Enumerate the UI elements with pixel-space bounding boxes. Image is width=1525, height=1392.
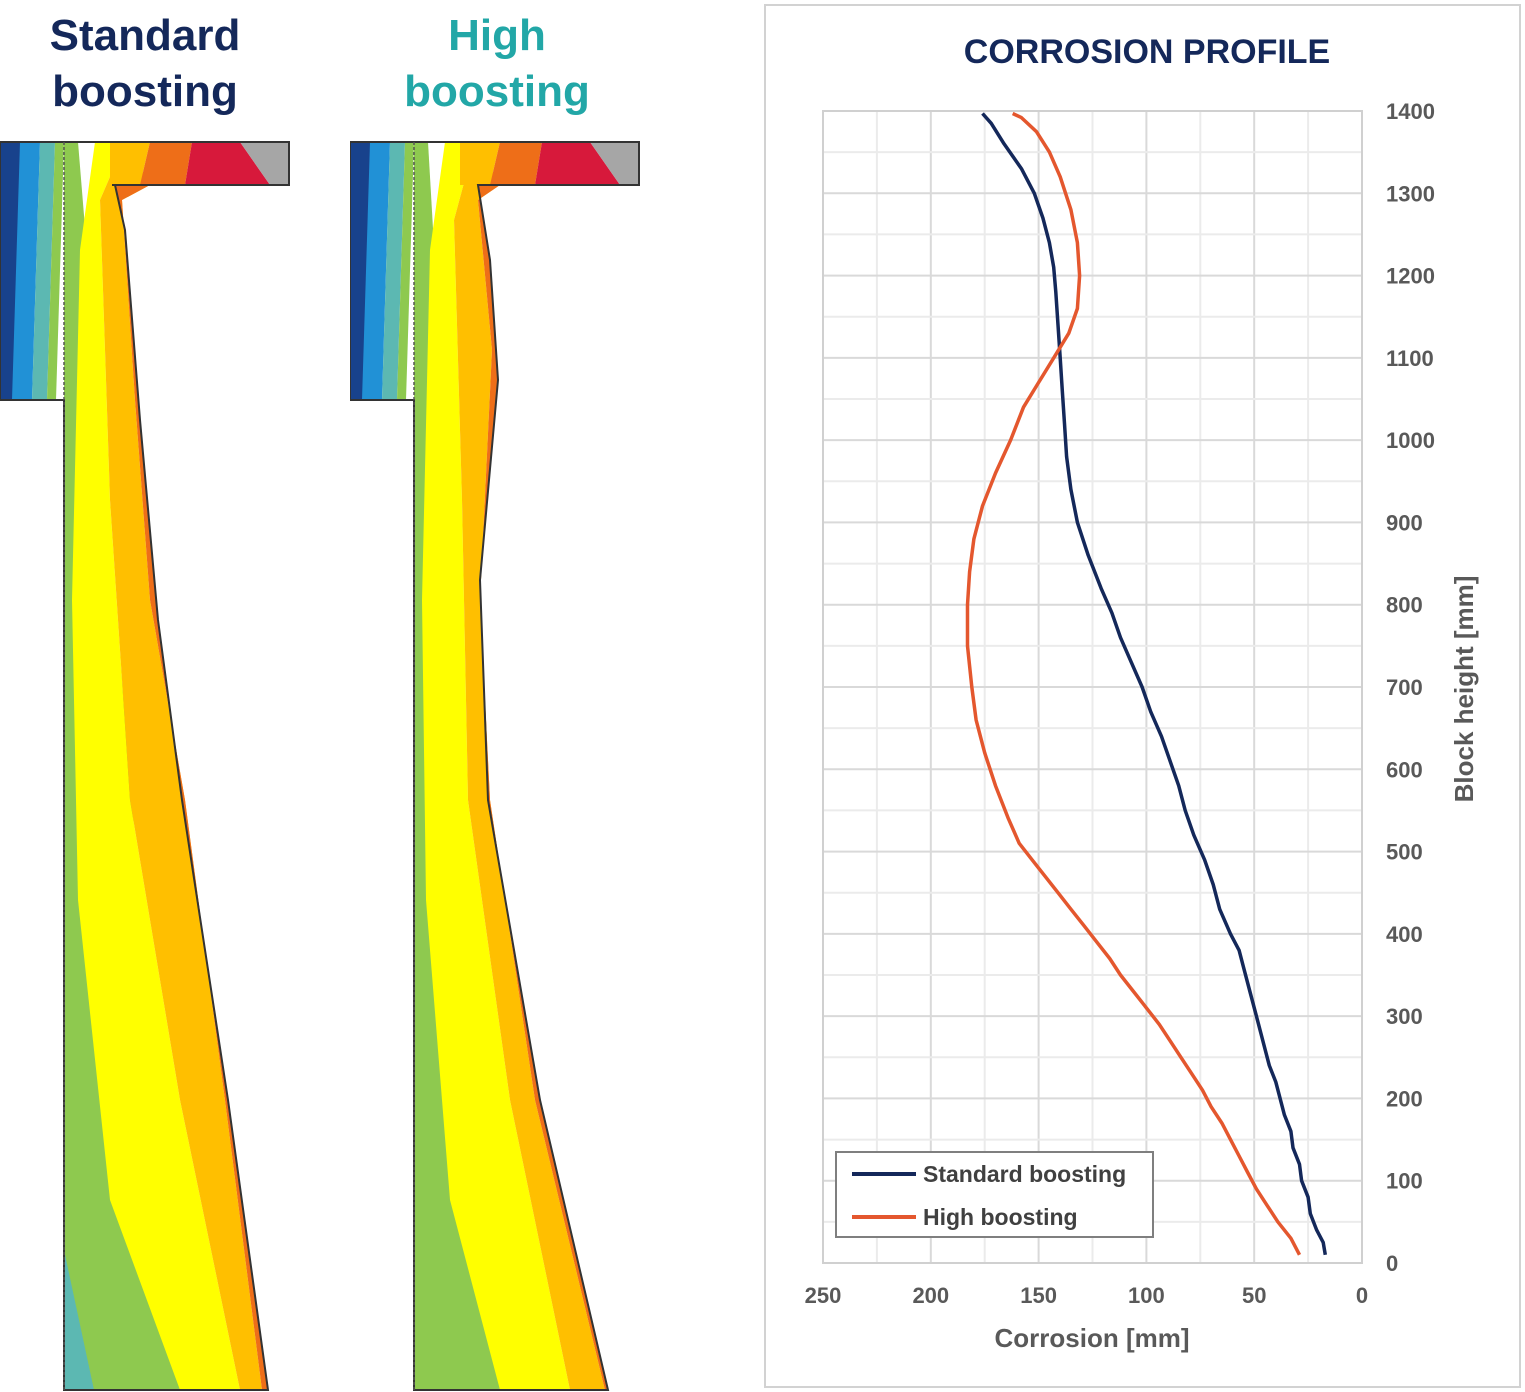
zone-band — [64, 1250, 94, 1390]
x-tick-label: 100 — [1128, 1283, 1165, 1308]
zone-band — [100, 142, 262, 1390]
y-tick-label: 400 — [1386, 922, 1423, 947]
zone-band — [535, 142, 620, 185]
zone-band — [590, 142, 639, 185]
y-axis-label: Block height [mm] — [1449, 576, 1479, 803]
zone-band — [110, 142, 150, 185]
chart-grid — [822, 110, 1363, 1264]
y-tick-labels: 0 100 200 300 400 500 600 700 800 900 1000 1100 1200… — [1386, 99, 1435, 1276]
x-tick-label: 250 — [805, 1283, 842, 1308]
zone-band — [185, 142, 270, 185]
standard-title-line2: boosting — [52, 67, 238, 116]
y-tick-label: 100 — [1386, 1169, 1423, 1194]
high-boosting-title: High boosting — [350, 8, 644, 120]
x-tick-label: 0 — [1356, 1283, 1368, 1308]
chart-canvas: CORROSION PROFILE 250 200 150 100 50 0 010020… — [805, 33, 1479, 1353]
legend-label-standard: Standard boosting — [923, 1161, 1126, 1187]
y-tick-label: 1100 — [1386, 346, 1434, 371]
zone-band — [382, 142, 405, 400]
y-tick-label: 300 — [1386, 1004, 1423, 1029]
zone-band — [47, 142, 64, 400]
zone-band — [490, 142, 542, 185]
standard-boosting-title: Standard boosting — [0, 8, 290, 120]
high-title-line2: boosting — [404, 67, 590, 116]
zone-band — [454, 142, 605, 1390]
zone-band — [240, 142, 289, 185]
zone-band — [397, 142, 414, 400]
zone-band — [362, 142, 390, 400]
standard-boosting-simulation — [0, 141, 290, 1391]
x-tick-labels: 250 200 150 100 50 0 — [805, 1283, 1368, 1308]
plot-area — [822, 110, 1363, 1264]
zone-band — [422, 142, 570, 1390]
high-boosting-simulation — [350, 141, 640, 1391]
zone-band — [32, 142, 55, 400]
series-line-high — [965, 111, 1302, 1256]
y-tick-label: 0 — [1386, 1251, 1398, 1276]
zone-band — [460, 142, 500, 185]
series-lines — [965, 111, 1328, 1256]
y-tick-label: 1300 — [1386, 181, 1435, 206]
zone-band — [12, 142, 40, 400]
x-axis-label: Corrosion [mm] — [995, 1323, 1190, 1353]
chart-title: CORROSION PROFILE — [964, 33, 1330, 71]
standard-title-line1: Standard — [49, 11, 241, 60]
x-tick-label: 150 — [1020, 1283, 1057, 1308]
high-title-line1: High — [448, 11, 546, 60]
zone-band — [72, 142, 240, 1390]
series-line-standard — [981, 112, 1328, 1256]
y-tick-label: 800 — [1386, 593, 1423, 618]
y-tick-label: 1000 — [1386, 428, 1435, 453]
zone-band — [140, 142, 192, 185]
y-tick-label: 900 — [1386, 510, 1423, 535]
y-tick-label: 1200 — [1386, 264, 1435, 289]
y-tick-label: 200 — [1386, 1086, 1423, 1111]
legend-label-high: High boosting — [923, 1204, 1078, 1230]
legend-box — [835, 1151, 1154, 1238]
legend: Standard boosting High boosting — [835, 1151, 1154, 1238]
y-tick-label: 1400 — [1386, 99, 1435, 124]
y-tick-label: 500 — [1386, 840, 1423, 865]
y-tick-label: 600 — [1386, 757, 1423, 782]
y-tick-label: 700 — [1386, 675, 1423, 700]
zone-band — [478, 185, 608, 1390]
x-tick-label: 200 — [912, 1283, 949, 1308]
corrosion-profile-chart: CORROSION PROFILE 250 200 150 100 50 0 0 100 20… — [764, 4, 1521, 1388]
x-tick-label: 50 — [1242, 1283, 1266, 1308]
